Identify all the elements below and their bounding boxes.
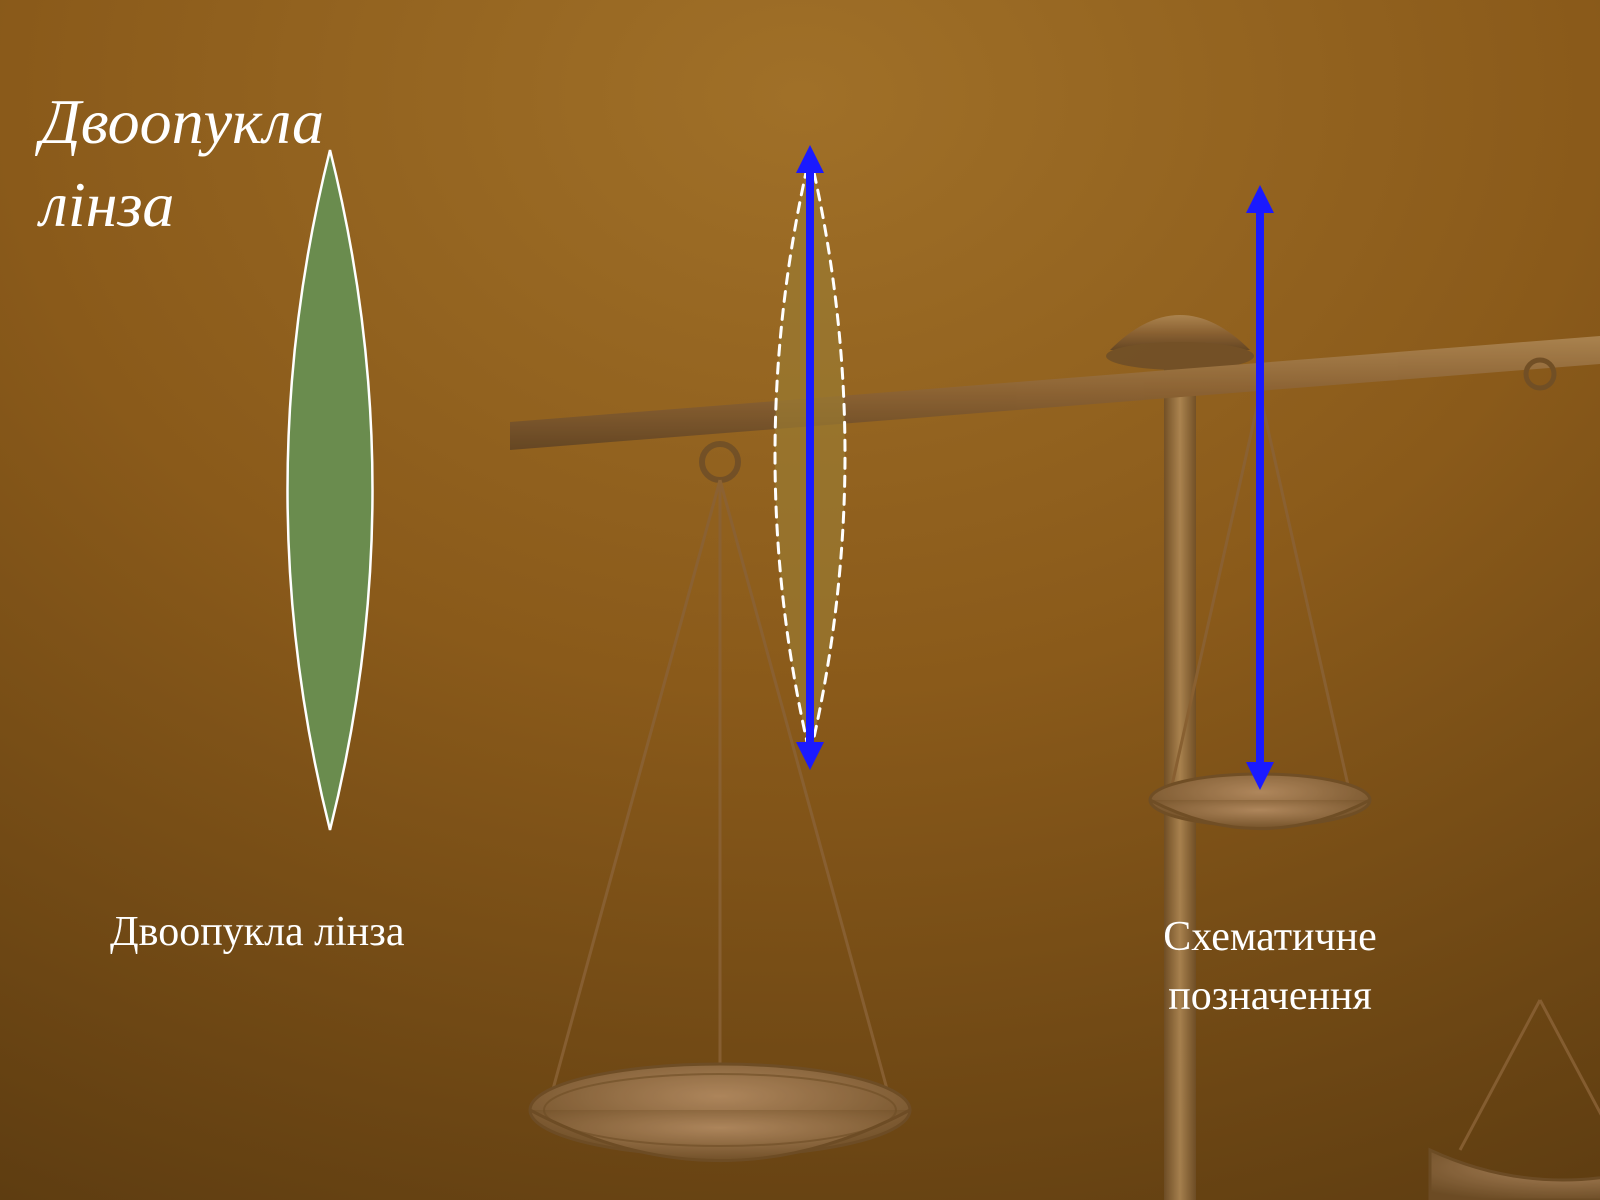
caption-right: Схематичне позначення (1070, 908, 1470, 1026)
slide-stage: Двоопукла лінза Двоопукла лінза Схематич… (0, 0, 1600, 1200)
caption-right-line2: позначення (1168, 973, 1372, 1019)
title-line2: лінза (40, 169, 174, 240)
slide-title: Двоопукла лінза (40, 80, 324, 246)
title-line1: Двоопукла (40, 86, 324, 157)
caption-left: Двоопукла лінза (110, 908, 405, 956)
caption-right-line1: Схематичне (1163, 914, 1377, 960)
